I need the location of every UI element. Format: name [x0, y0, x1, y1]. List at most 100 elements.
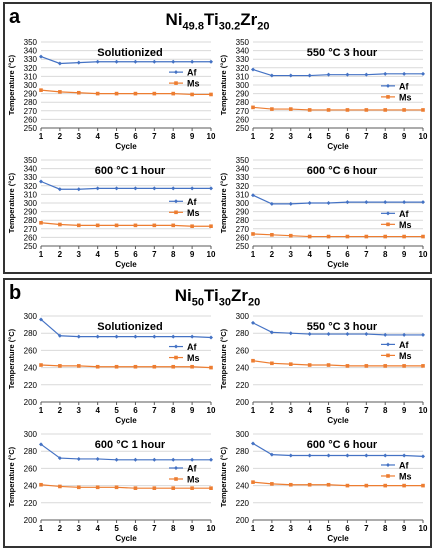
- x-tick-label: 6: [133, 250, 138, 259]
- x-tick-label: 6: [345, 406, 350, 415]
- chart-title: 600 °C 6 hour: [307, 439, 378, 451]
- data-point-ms: [76, 223, 81, 228]
- x-tick-label: 7: [152, 250, 157, 259]
- legend-label-ms: Ms: [187, 353, 200, 363]
- x-tick-label: 2: [58, 132, 63, 141]
- x-tick-label: 2: [270, 406, 275, 415]
- y-tick-label: 280: [24, 98, 38, 107]
- y-tick-label: 340: [24, 47, 38, 56]
- y-tick-label: 310: [24, 72, 38, 81]
- x-tick-label: 2: [58, 406, 63, 415]
- y-tick-label: 300: [24, 312, 38, 321]
- data-point-af: [402, 71, 407, 76]
- data-point-af: [307, 73, 312, 78]
- x-tick-label: 1: [39, 250, 44, 259]
- data-point-ms: [114, 223, 119, 228]
- legend-marker-ms: [174, 355, 178, 360]
- data-point-ms: [209, 365, 213, 370]
- data-point-af: [76, 456, 81, 461]
- data-point-af: [421, 200, 425, 205]
- x-tick-label: 4: [95, 132, 100, 141]
- y-tick-label: 270: [236, 107, 250, 116]
- data-point-ms: [114, 91, 119, 96]
- x-tick-label: 7: [364, 524, 369, 533]
- chart-title: 600 °C 1 hour: [95, 439, 166, 451]
- y-tick-label: 320: [236, 182, 250, 191]
- y-tick-label: 240: [24, 364, 38, 373]
- legend-marker-af: [174, 465, 178, 470]
- data-point-ms: [133, 364, 138, 369]
- y-tick-label: 260: [24, 115, 38, 124]
- y-tick-label: 220: [236, 381, 250, 390]
- series-line-ms: [40, 222, 211, 227]
- series-line-af: [40, 180, 211, 190]
- title-ni-sub: 50: [191, 296, 204, 309]
- data-point-af: [95, 186, 100, 191]
- data-point-ms: [152, 91, 157, 96]
- data-point-af: [171, 457, 176, 462]
- x-tick-label: 5: [114, 524, 119, 533]
- y-tick-label: 260: [236, 346, 250, 355]
- x-tick-label: 10: [419, 132, 428, 141]
- x-tick-label: 8: [383, 250, 388, 259]
- data-point-ms: [421, 364, 425, 368]
- data-point-ms: [345, 483, 350, 488]
- data-point-ms: [190, 92, 194, 97]
- y-tick-label: 250: [236, 242, 250, 251]
- data-point-af: [152, 334, 157, 339]
- legend-label-ms: Ms: [399, 471, 412, 481]
- data-point-af: [307, 201, 312, 205]
- data-point-af: [383, 453, 388, 458]
- data-point-ms: [402, 364, 406, 368]
- y-tick-label: 260: [24, 346, 38, 355]
- data-point-af: [288, 201, 293, 206]
- legend-label-af: Af: [187, 342, 197, 352]
- y-axis-label: Temperature (°C): [7, 446, 16, 507]
- data-point-ms: [209, 224, 213, 229]
- data-point-af: [95, 456, 100, 461]
- series-line-ms: [252, 360, 423, 367]
- y-tick-label: 350: [24, 156, 38, 165]
- legend-marker-af: [174, 344, 178, 349]
- y-tick-label: 310: [236, 190, 250, 199]
- data-point-af: [76, 187, 81, 192]
- y-tick-label: 300: [236, 199, 250, 208]
- y-tick-label: 300: [24, 430, 38, 439]
- x-tick-label: 9: [402, 406, 407, 415]
- y-tick-label: 270: [24, 107, 38, 116]
- data-point-af: [251, 193, 255, 198]
- y-tick-label: 350: [24, 38, 38, 47]
- y-tick-label: 250: [24, 242, 38, 251]
- x-tick-label: 8: [171, 132, 176, 141]
- data-point-ms: [152, 223, 157, 228]
- y-tick-label: 300: [24, 81, 38, 90]
- data-point-af: [171, 59, 176, 64]
- x-tick-label: 9: [190, 132, 195, 141]
- panel-title: Ni50Ti30Zr20: [5, 286, 430, 308]
- y-tick-label: 280: [236, 329, 250, 338]
- legend-marker-ms: [386, 474, 390, 478]
- panel-a: a Ni49.8Ti30.2Zr20 250 260 270 280 290 300 310…: [3, 2, 432, 274]
- y-tick-label: 340: [236, 165, 250, 174]
- data-point-af: [39, 179, 43, 184]
- y-tick-label: 250: [236, 124, 250, 133]
- series-line-ms: [252, 233, 423, 238]
- x-tick-label: 5: [326, 132, 331, 141]
- x-tick-label: 9: [190, 406, 195, 415]
- data-point-ms: [95, 91, 100, 96]
- y-tick-label: 300: [236, 312, 250, 321]
- y-tick-label: 290: [236, 208, 250, 217]
- data-point-af: [307, 453, 312, 458]
- data-point-ms: [402, 108, 406, 112]
- x-axis-label: Cycle: [327, 142, 349, 151]
- y-tick-label: 340: [236, 47, 250, 56]
- y-axis-label: Temperature (°C): [7, 172, 16, 233]
- y-tick-label: 280: [236, 447, 250, 456]
- data-point-af: [364, 453, 369, 458]
- x-tick-label: 4: [307, 250, 312, 259]
- chart-title: 550 °C 3 hour: [307, 47, 378, 59]
- data-point-af: [209, 457, 213, 462]
- legend-marker-ms: [386, 95, 390, 99]
- data-point-ms: [251, 358, 255, 363]
